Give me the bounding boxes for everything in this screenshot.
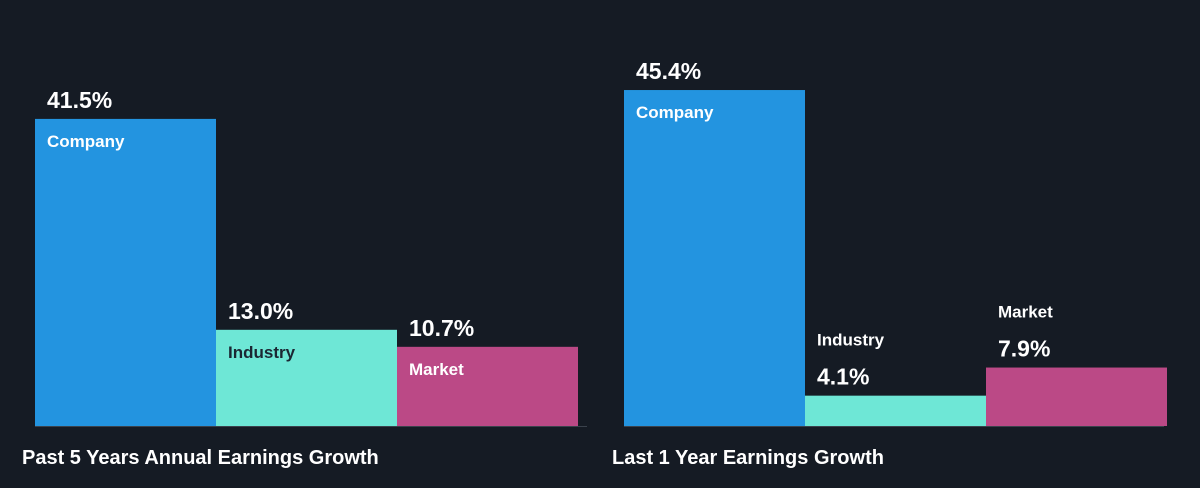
value-label-market: 10.7% (409, 315, 474, 341)
value-label-industry: 13.0% (228, 298, 293, 324)
chart-panel-1: Company 41.5% Industry 13.0% Market 10.7% Past… (22, 87, 587, 469)
bar-market (986, 367, 1167, 426)
category-label-industry: Industry (817, 331, 885, 350)
value-label-company: 41.5% (47, 87, 112, 113)
chart-panel-2: Company 45.4% Industry 4.1% Market 7.9% Last 1… (612, 58, 1167, 469)
chart-title: Past 5 Years Annual Earnings Growth (22, 447, 379, 469)
category-label-market: Market (998, 303, 1053, 322)
value-label-market: 7.9% (998, 336, 1050, 362)
value-label-company: 45.4% (636, 58, 701, 84)
chart-title: Last 1 Year Earnings Growth (612, 447, 884, 469)
category-label-industry: Industry (228, 343, 296, 362)
category-label-company: Company (47, 132, 125, 151)
bar-industry (216, 329, 397, 426)
bar-industry (805, 395, 986, 426)
bar-company (624, 90, 805, 426)
category-label-company: Company (636, 103, 714, 122)
bar-company (35, 118, 216, 427)
bar-market (397, 346, 578, 426)
value-label-industry: 4.1% (817, 364, 869, 390)
category-label-market: Market (409, 360, 464, 379)
